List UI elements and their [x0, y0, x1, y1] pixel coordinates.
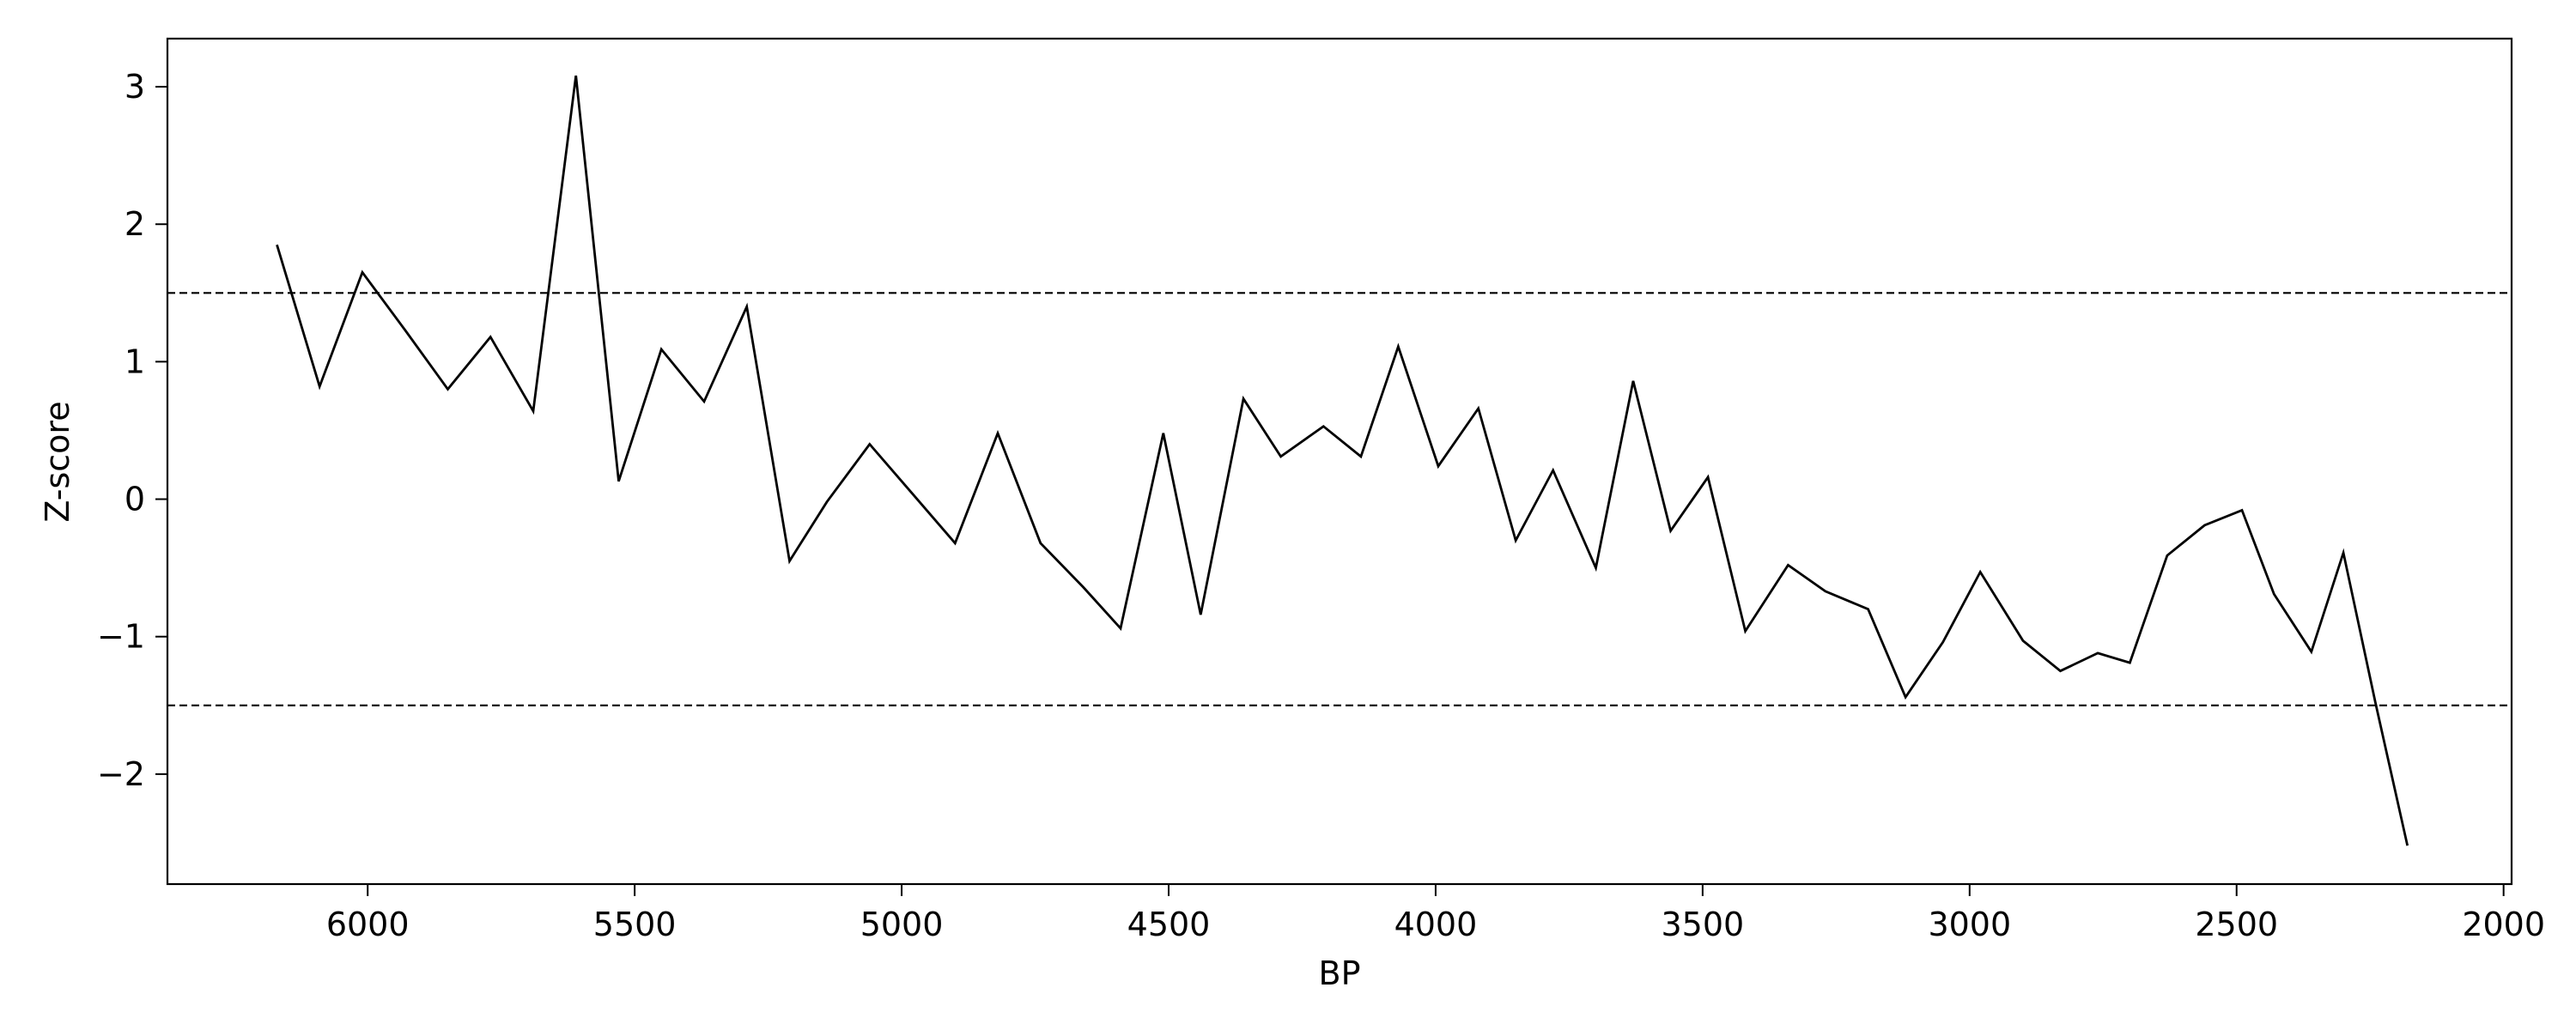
- x-tick-label: 4500: [1127, 906, 1211, 943]
- y-tick-label: 3: [125, 68, 145, 106]
- y-axis: −2 −1 0 1 2 3: [97, 68, 167, 793]
- series-layer: [276, 76, 2409, 846]
- x-tick-label: 6000: [326, 906, 410, 943]
- x-axis: 6000 5500 5000 4500 4000 3500 3000 2500 2000: [326, 884, 2545, 943]
- x-tick-label: 2000: [2462, 906, 2545, 943]
- x-tick-label: 5500: [593, 906, 677, 943]
- y-tick-label: 0: [125, 481, 145, 518]
- y-tick-label: 1: [125, 342, 145, 380]
- y-tick-label: −2: [97, 755, 145, 793]
- series-line: [276, 76, 2409, 846]
- x-tick-label: 5000: [860, 906, 944, 943]
- x-tick-label: 3500: [1662, 906, 1745, 943]
- reference-lines: [167, 292, 2512, 706]
- x-tick-label: 3000: [1928, 906, 2011, 943]
- y-tick-label: −1: [97, 618, 145, 656]
- y-tick-label: 2: [125, 205, 145, 243]
- plot-frame: [166, 37, 2513, 886]
- y-axis-title: Z-score: [39, 401, 76, 522]
- x-tick-label: 4000: [1394, 906, 1478, 943]
- x-tick-label: 2500: [2195, 906, 2278, 943]
- x-axis-title: BP: [1319, 954, 1361, 992]
